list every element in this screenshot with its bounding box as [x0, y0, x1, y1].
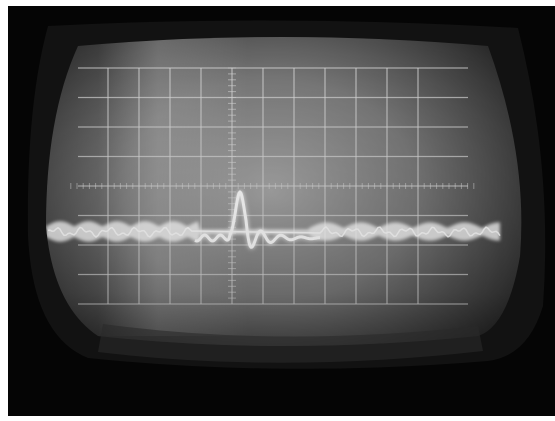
screen-shade [46, 37, 522, 346]
oscilloscope-photo [8, 6, 555, 416]
bezel-lip [98, 324, 483, 363]
oscilloscope-screen [8, 6, 555, 416]
